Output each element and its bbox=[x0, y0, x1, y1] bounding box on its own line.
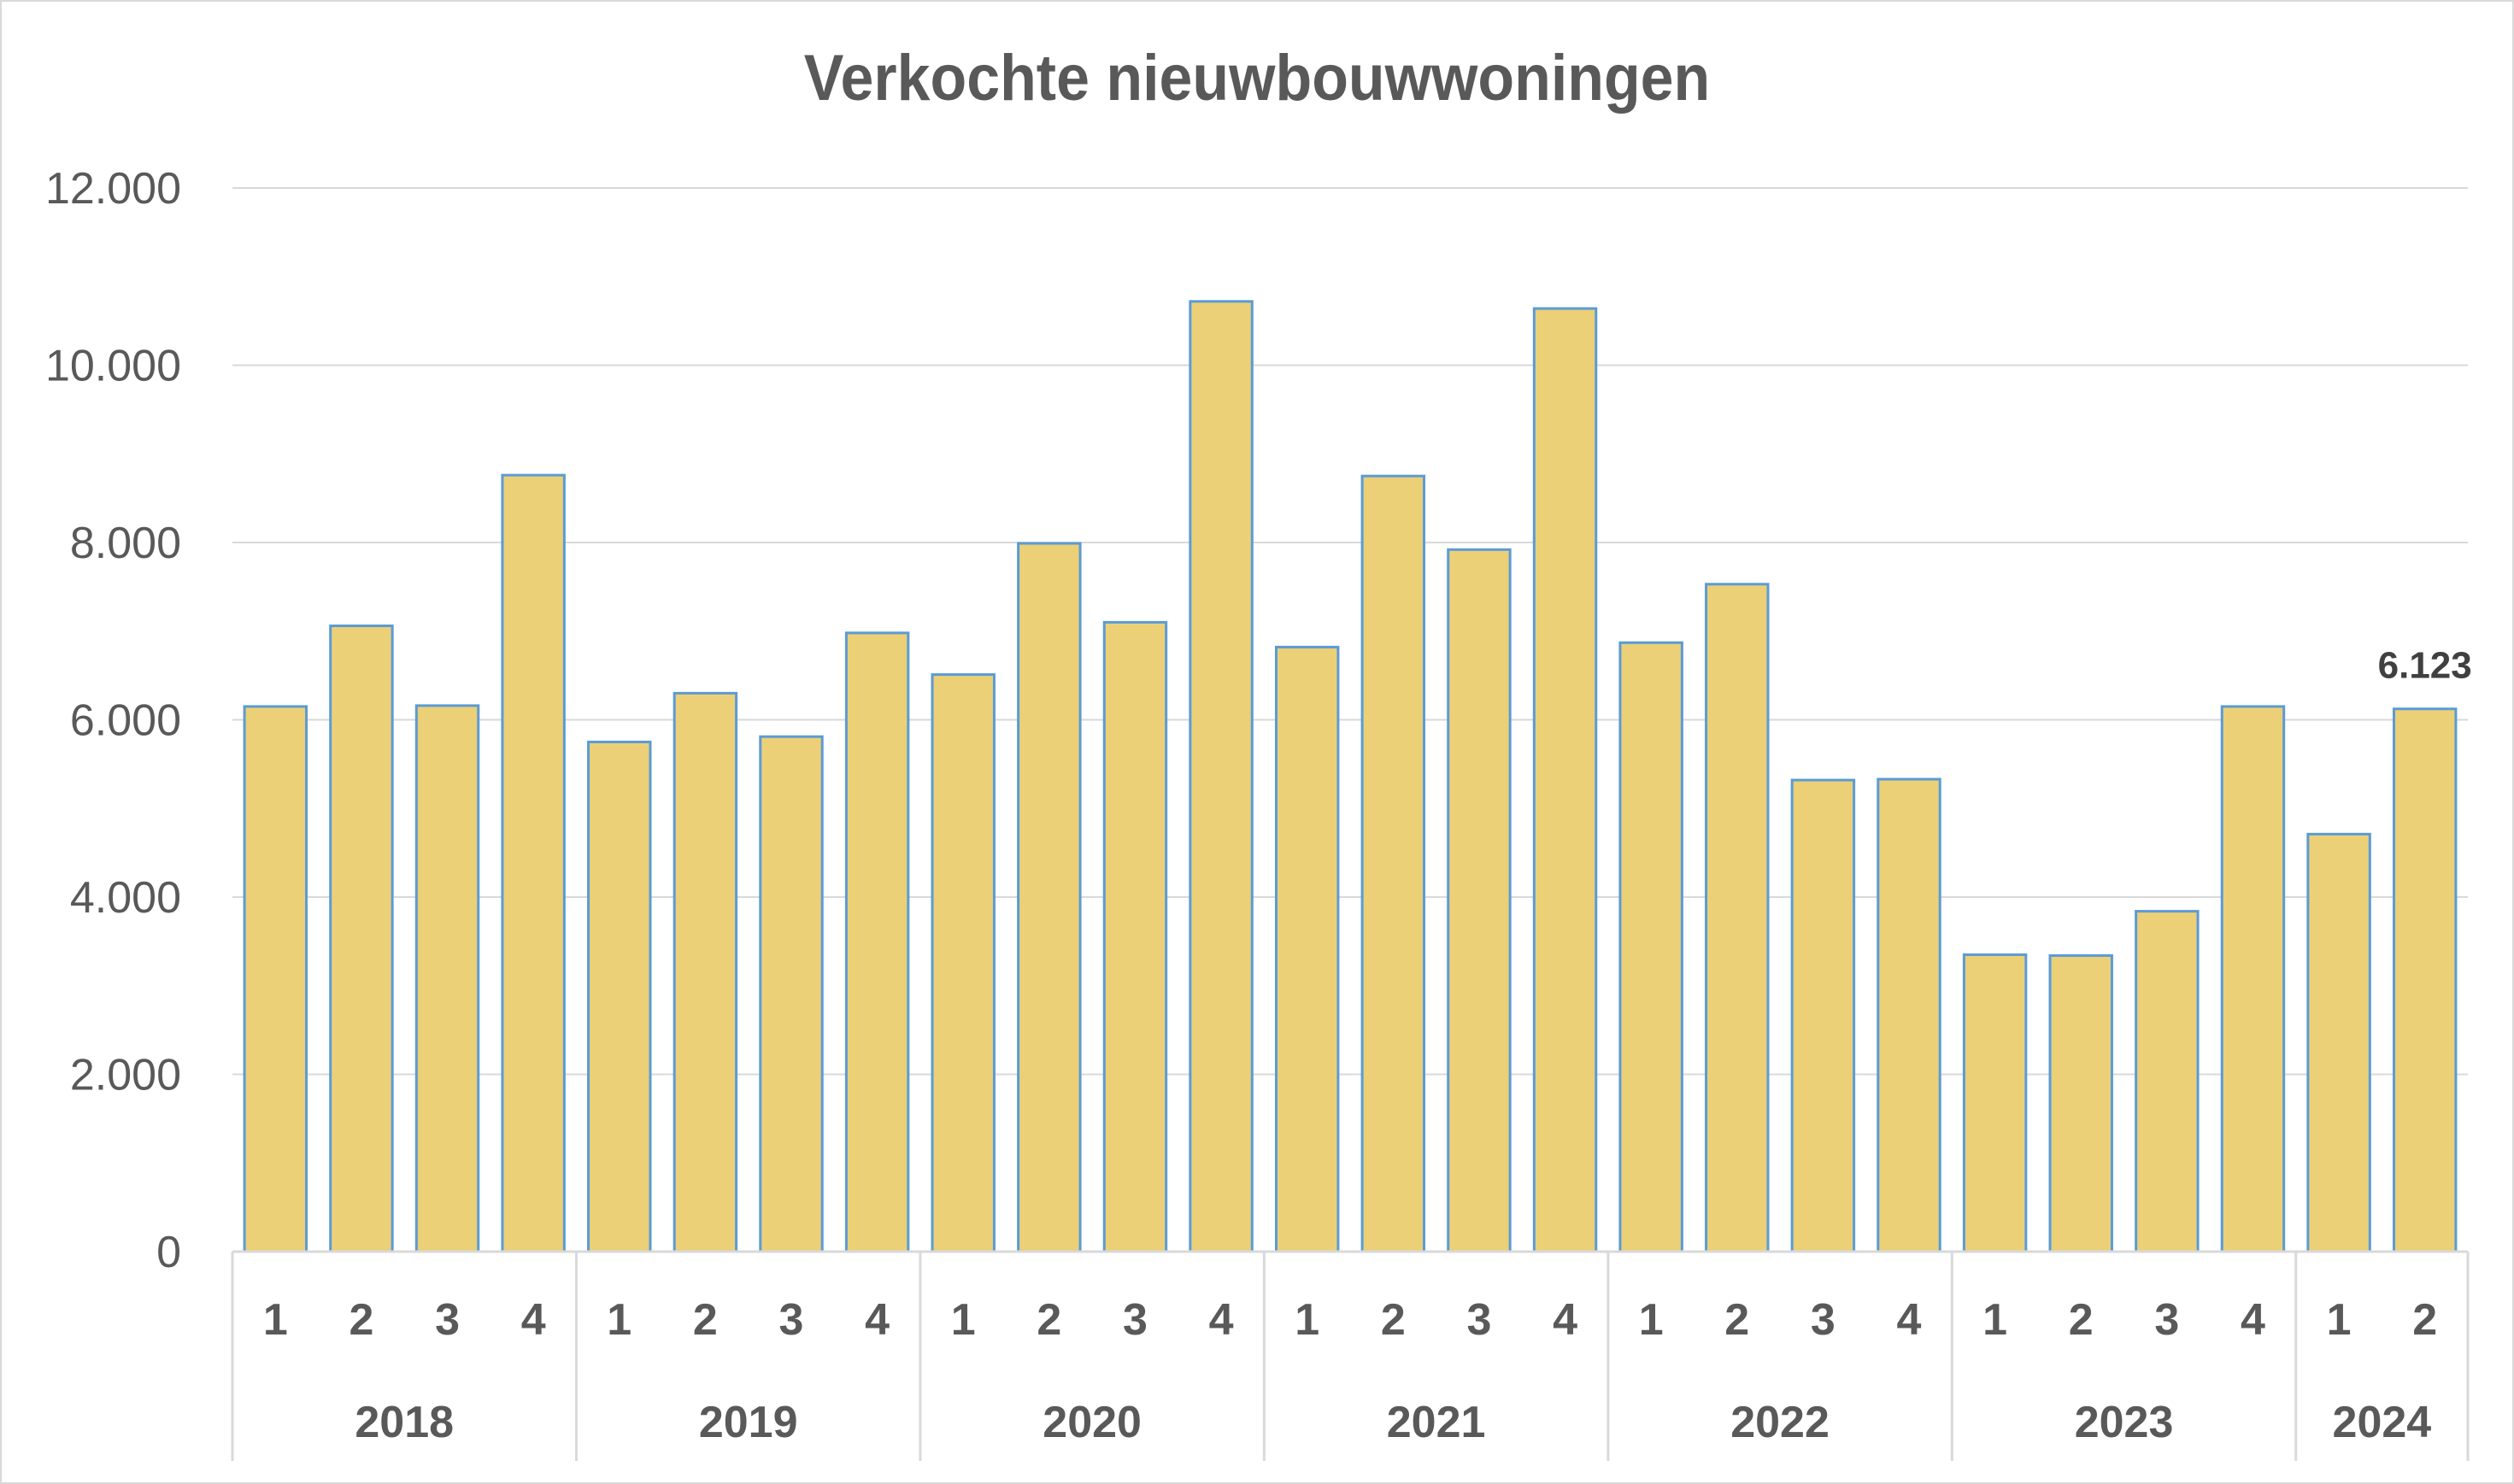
quarter-tick-label: 4 bbox=[865, 1295, 890, 1345]
year-tick-label: 2018 bbox=[355, 1398, 454, 1447]
y-tick-label: 0 bbox=[156, 1228, 181, 1277]
quarter-tick-label: 3 bbox=[2154, 1295, 2179, 1345]
year-tick-label: 2019 bbox=[699, 1398, 798, 1447]
quarter-tick-label: 2 bbox=[1724, 1295, 1749, 1345]
bar bbox=[1962, 953, 2028, 1253]
bar bbox=[1447, 548, 1512, 1253]
y-tick-label: 6.000 bbox=[70, 696, 181, 746]
quarter-tick-label: 1 bbox=[1982, 1295, 2007, 1345]
quarter-tick-label: 1 bbox=[1295, 1295, 1319, 1345]
bar bbox=[2392, 707, 2458, 1253]
y-tick-label: 4.000 bbox=[70, 873, 181, 923]
quarter-tick-label: 1 bbox=[607, 1295, 631, 1345]
quarter-tick-label: 3 bbox=[1466, 1295, 1491, 1345]
quarter-tick-label: 3 bbox=[1123, 1295, 1148, 1345]
quarter-tick-label: 2 bbox=[1381, 1295, 1406, 1345]
quarter-tick-label: 4 bbox=[521, 1295, 546, 1345]
quarter-tick-label: 2 bbox=[1037, 1295, 1061, 1345]
quarter-tick-label: 2 bbox=[2069, 1295, 2094, 1345]
quarter-tick-label: 3 bbox=[779, 1295, 804, 1345]
year-tick-label: 2022 bbox=[1730, 1398, 1830, 1447]
quarter-tick-label: 4 bbox=[1209, 1295, 1234, 1345]
quarter-tick-label: 1 bbox=[2327, 1295, 2352, 1345]
bar bbox=[1274, 645, 1340, 1253]
y-tick-label: 8.000 bbox=[70, 519, 181, 568]
bar bbox=[2306, 832, 2371, 1253]
year-tick-label: 2023 bbox=[2075, 1398, 2174, 1447]
quarter-tick-label: 4 bbox=[1897, 1295, 1922, 1345]
bar bbox=[2048, 953, 2113, 1253]
quarter-tick-label: 1 bbox=[263, 1295, 288, 1345]
chart-title: Verkochte nieuwbouwwoningen bbox=[803, 42, 1711, 114]
y-tick-label: 12.000 bbox=[45, 164, 181, 214]
quarter-tick-label: 2 bbox=[349, 1295, 373, 1345]
quarter-tick-label: 2 bbox=[2412, 1295, 2437, 1345]
bar bbox=[2135, 910, 2200, 1253]
bar bbox=[1189, 300, 1254, 1253]
bar bbox=[1102, 620, 1168, 1253]
year-tick-label: 2020 bbox=[1043, 1398, 1142, 1447]
bar bbox=[759, 735, 824, 1253]
bar bbox=[1790, 778, 1856, 1253]
year-tick-label: 2024 bbox=[2333, 1398, 2432, 1447]
quarter-tick-label: 4 bbox=[2241, 1295, 2265, 1345]
y-tick-label: 10.000 bbox=[45, 342, 181, 391]
quarter-tick-label: 3 bbox=[1811, 1295, 1836, 1345]
bar bbox=[1877, 777, 1941, 1253]
y-tick-label: 2.000 bbox=[70, 1051, 181, 1100]
bar bbox=[1360, 474, 1426, 1253]
bar bbox=[931, 673, 996, 1253]
quarter-tick-label: 1 bbox=[951, 1295, 976, 1345]
bar bbox=[329, 625, 394, 1253]
bar bbox=[1532, 307, 1598, 1253]
quarter-tick-label: 2 bbox=[693, 1295, 718, 1345]
quarter-tick-label: 3 bbox=[435, 1295, 460, 1345]
bar bbox=[2220, 705, 2286, 1253]
bar bbox=[243, 705, 308, 1253]
bar bbox=[587, 740, 652, 1253]
bar bbox=[673, 691, 738, 1253]
bar bbox=[1017, 542, 1082, 1253]
bar bbox=[1705, 583, 1770, 1253]
quarter-tick-label: 4 bbox=[1553, 1295, 1577, 1345]
bar bbox=[1618, 641, 1683, 1253]
quarter-tick-label: 1 bbox=[1639, 1295, 1664, 1345]
data-label: 6.123 bbox=[2378, 645, 2472, 687]
year-tick-label: 2021 bbox=[1387, 1398, 1486, 1447]
bar bbox=[844, 631, 910, 1253]
bar bbox=[414, 704, 480, 1253]
bar bbox=[501, 473, 566, 1253]
